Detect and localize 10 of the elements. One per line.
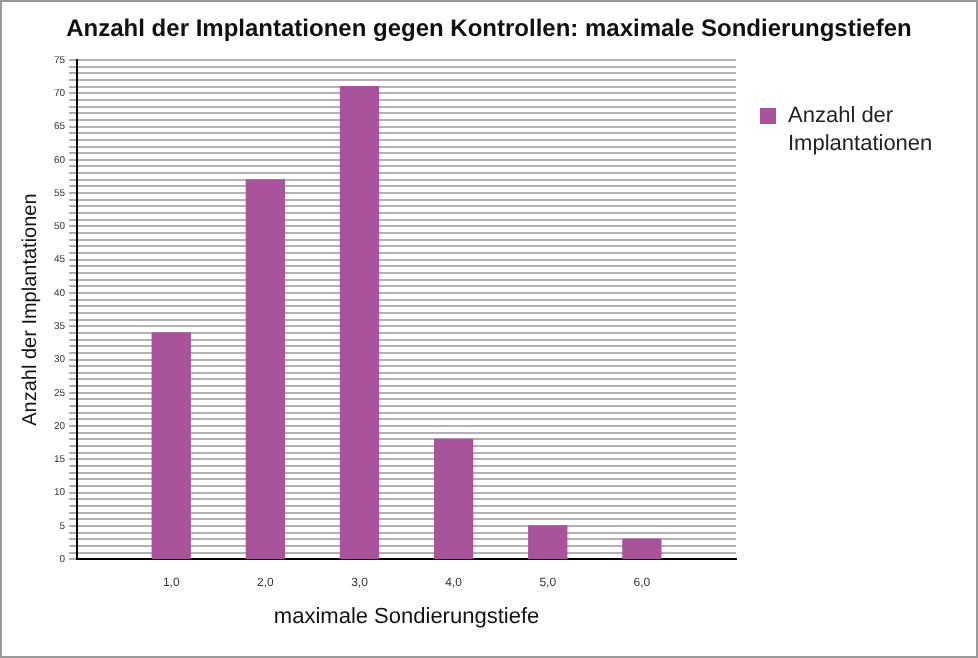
legend-label: Anzahl der Implantationen — [788, 102, 935, 158]
bar — [433, 438, 474, 560]
bar — [339, 85, 380, 560]
x-axis-title: maximale Sondierungstiefe — [273, 604, 540, 629]
y-axis-title: Anzahl der Implantationen — [19, 193, 42, 426]
bar — [151, 332, 191, 560]
bar — [528, 525, 568, 560]
bar — [245, 179, 286, 560]
chart-title: Anzahl der Implantationen gegen Kontrollen: maximale Sondierungstiefen — [64, 12, 914, 46]
bar — [622, 538, 662, 560]
